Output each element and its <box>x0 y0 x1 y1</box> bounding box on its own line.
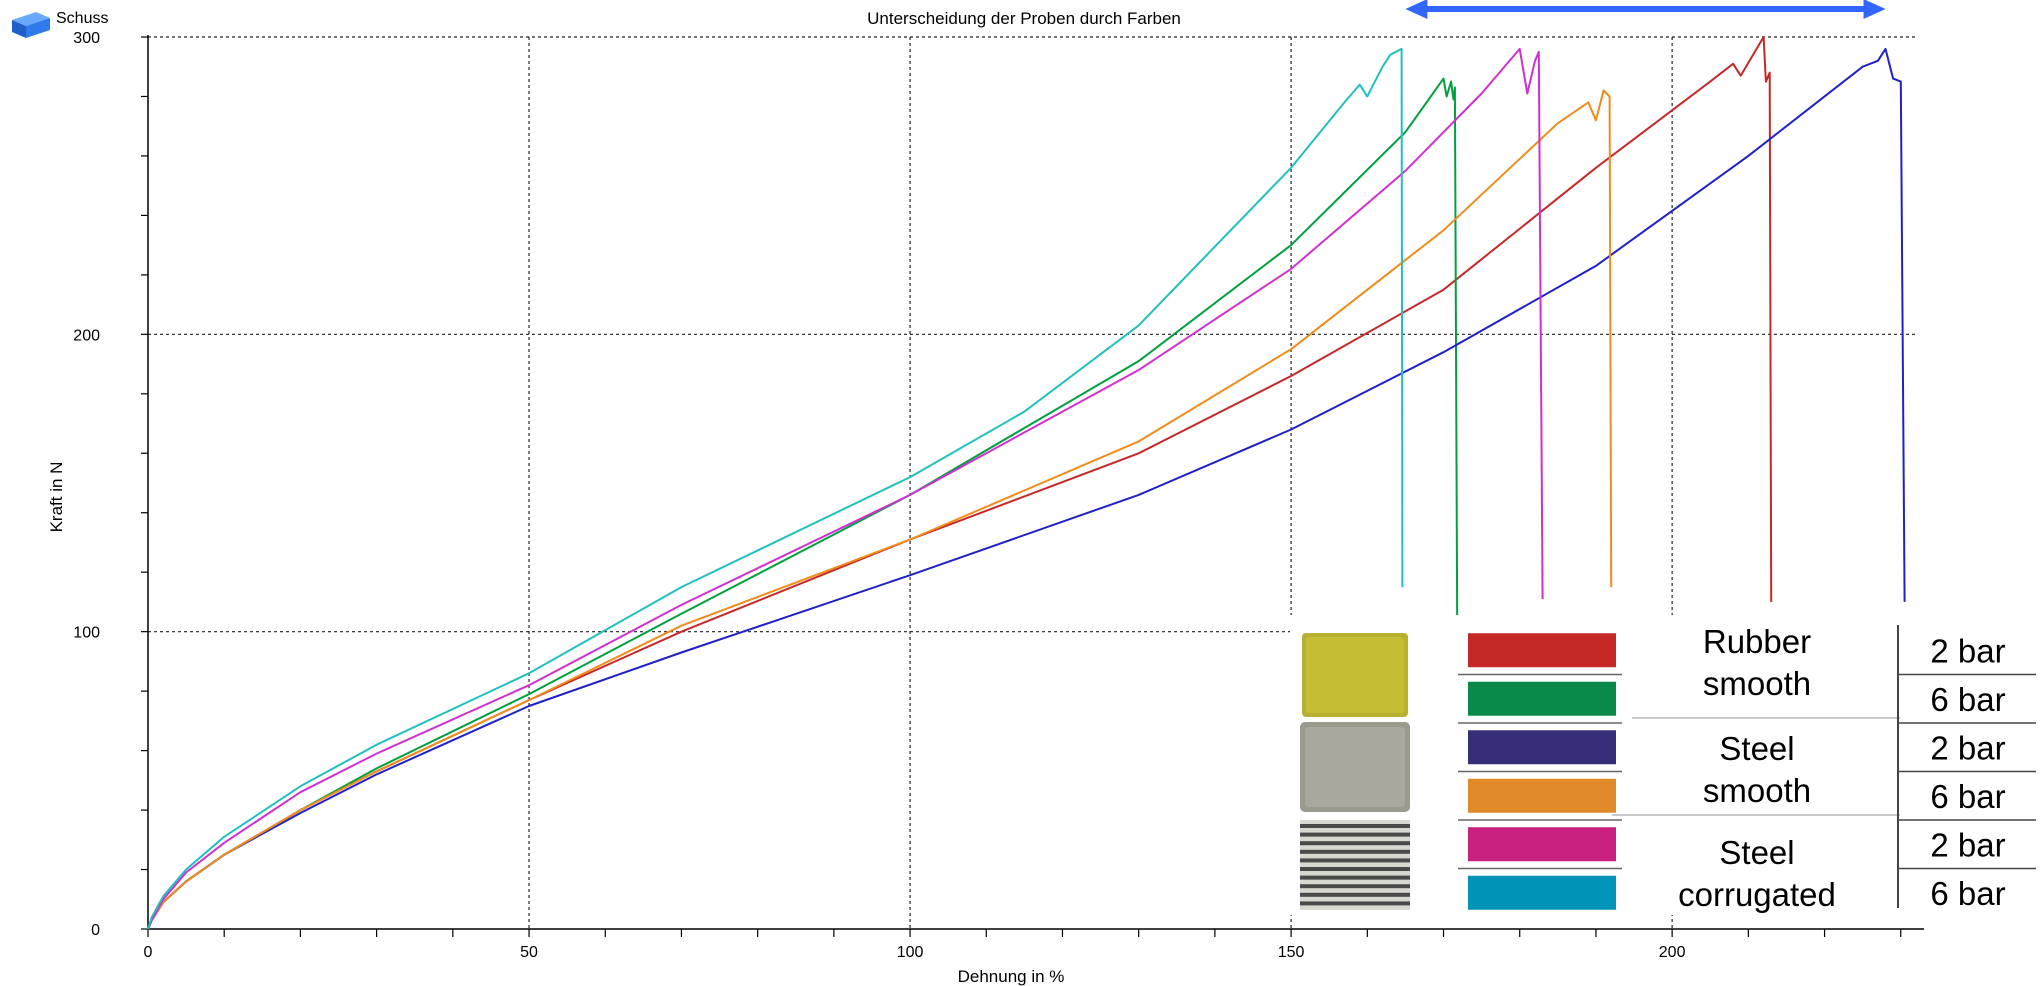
legend-swatch <box>1468 681 1616 716</box>
sample-stripe <box>1300 858 1410 863</box>
striped-steel-sample <box>1300 820 1410 910</box>
legend-group-1-line1: Rubber <box>1703 623 1811 660</box>
legend-swatch <box>1468 875 1616 910</box>
series-line-2 <box>147 77 1459 930</box>
arrow-head-right <box>1863 0 1886 19</box>
x-tick-label: 0 <box>144 944 153 961</box>
series-line-6 <box>147 47 1404 930</box>
series-group <box>147 36 1906 930</box>
legend-group-3-line2: corrugated <box>1678 876 1836 913</box>
legend-group-3-line1: Steel <box>1719 834 1794 871</box>
y-tick-label: 300 <box>73 30 100 47</box>
sample-stripe <box>1300 832 1410 837</box>
legend-swatch <box>1468 633 1616 668</box>
sample-stripe <box>1300 884 1410 889</box>
series-line-5 <box>147 47 1544 930</box>
sample-stripe <box>1300 824 1410 828</box>
y-tick-label: 0 <box>91 922 100 939</box>
legend-pressure-label: 6 bar <box>1930 681 2005 718</box>
legend-swatch <box>1468 778 1616 813</box>
legend-swatch <box>1468 827 1616 862</box>
sample-stripe <box>1300 867 1410 871</box>
window-title: Schuss <box>56 10 108 27</box>
ticks: 0 100 200 300 0 50 100 150 200 <box>73 30 1902 961</box>
legend-background <box>1290 615 2042 915</box>
x-tick-label: 200 <box>1659 944 1686 961</box>
grid <box>148 36 1916 929</box>
legend-group-1-line2: smooth <box>1703 665 1811 702</box>
sample-stripe <box>1300 892 1410 897</box>
grey-steel-sample <box>1300 722 1410 812</box>
legend-pressure-label: 2 bar <box>1930 729 2005 766</box>
x-tick-label: 100 <box>897 944 924 961</box>
x-tick-label: 150 <box>1278 944 1305 961</box>
arrow-head-left <box>1405 0 1428 19</box>
x-axis-title: Dehnung in % <box>958 967 1065 986</box>
y-tick-label: 200 <box>73 327 100 344</box>
blue-cube-icon <box>12 12 50 38</box>
legend-rows: 2 bar 6 bar 2 bar 6 bar 2 bar 6 bar <box>1458 632 2036 912</box>
y-tick-label: 100 <box>73 625 100 642</box>
y-axis-title: Kraft in N <box>47 462 66 533</box>
legend-pressure-label: 2 bar <box>1930 826 2005 863</box>
legend-pressure-label: 6 bar <box>1930 778 2005 815</box>
sample-stripe <box>1300 901 1410 906</box>
window-label: Schuss <box>12 10 108 38</box>
sample-stripe <box>1300 841 1410 846</box>
range-arrow <box>1405 0 1886 19</box>
legend-group-2-line2: smooth <box>1703 772 1811 809</box>
x-tick-label: 50 <box>520 944 538 961</box>
legend: 2 bar 6 bar 2 bar 6 bar 2 bar 6 bar Rubber sm… <box>1290 615 2042 915</box>
sample-stripe <box>1300 849 1410 854</box>
legend-pressure-label: 2 bar <box>1930 632 2005 669</box>
legend-swatch <box>1468 730 1616 765</box>
series-line-4 <box>147 89 1613 930</box>
yellow-rubber-sample <box>1302 633 1408 717</box>
legend-group-2-line1: Steel <box>1719 730 1794 767</box>
sample-stripe <box>1300 875 1410 880</box>
chart-title: Unterscheidung der Proben durch Farben <box>867 9 1181 28</box>
legend-pressure-label: 6 bar <box>1930 875 2005 912</box>
axes <box>147 35 1924 930</box>
